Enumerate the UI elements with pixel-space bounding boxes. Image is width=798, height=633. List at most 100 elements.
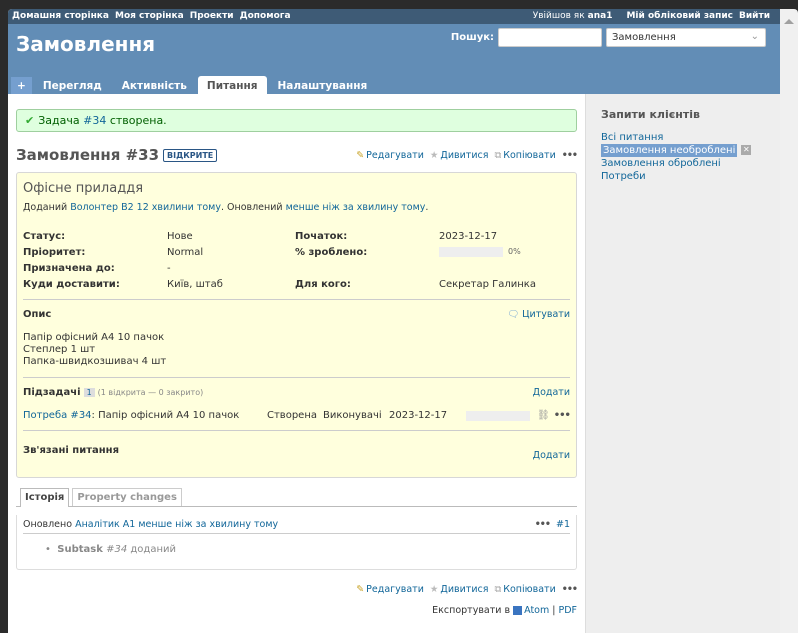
- description-label: Опис: [23, 309, 52, 320]
- status-value: Нове: [167, 231, 193, 242]
- flash-issue-link[interactable]: #34: [83, 114, 107, 127]
- issue-subject: Офісне приладдя: [23, 181, 144, 196]
- journal-detail: • Subtask #34 доданий: [45, 544, 176, 555]
- unlink-icon[interactable]: ⛓: [537, 410, 550, 421]
- copy-icon: ⧉: [494, 584, 502, 595]
- updated-ago-link[interactable]: менше ніж за хвилину тому: [285, 202, 426, 213]
- chevron-down-icon: ⌄: [750, 31, 759, 42]
- progress-percent: 0%: [508, 247, 521, 256]
- user-link[interactable]: ana1: [587, 11, 613, 21]
- edit-button-bottom[interactable]: ✎ Редагувати: [356, 584, 424, 595]
- more-menu-button-bottom[interactable]: •••: [561, 584, 578, 595]
- scrollbar[interactable]: [780, 9, 798, 633]
- flash-text: Задача: [38, 114, 80, 127]
- pencil-icon: ✎: [356, 584, 365, 595]
- add-relation-link[interactable]: Додати: [532, 450, 570, 461]
- project-jump-select[interactable]: Замовлення ⌄: [606, 28, 766, 47]
- subtask-date: 2023-12-17: [389, 410, 448, 421]
- tab-activity[interactable]: Активність: [121, 80, 187, 92]
- my-account-link[interactable]: Мій обліковий запис: [626, 11, 733, 21]
- history-tabs: Історія Property changes: [16, 488, 577, 507]
- assignee-value: -: [167, 263, 171, 274]
- quote-button[interactable]: 🗨 Цитувати: [507, 309, 570, 320]
- export-atom-link[interactable]: Atom: [524, 605, 550, 616]
- help-link[interactable]: Допомога: [239, 11, 291, 21]
- description-text: Папір офісний А4 10 пачок Степлер 1 шт П…: [23, 332, 570, 368]
- tab-settings[interactable]: Налаштування: [277, 80, 368, 92]
- scroll-up-icon[interactable]: [784, 19, 794, 24]
- star-icon: ★: [429, 584, 439, 595]
- progress-bar: [439, 247, 503, 257]
- copy-button[interactable]: ⧉ Копіювати: [494, 150, 555, 161]
- issue-attributes: Статус: Нове Початок: 2023-12-17 Пріоритет:…: [23, 231, 570, 290]
- export-links: Експортувати в Atom | PDF: [432, 605, 577, 616]
- projects-link[interactable]: Проекти: [189, 11, 234, 21]
- sidebar-item-needs[interactable]: Потреби: [601, 171, 646, 182]
- subtask-progress-bar: [466, 410, 530, 421]
- sidebar-item-processed[interactable]: Замовлення оброблені: [601, 158, 721, 169]
- logout-link[interactable]: Вийти: [739, 11, 770, 21]
- created-ago-link[interactable]: 12 хвилини тому: [136, 202, 221, 213]
- comment-icon: 🗨: [507, 309, 520, 320]
- project-jump-value: Замовлення: [612, 32, 676, 43]
- my-page-link[interactable]: Моя сторінка: [114, 11, 184, 21]
- subtask-status: Створена: [267, 410, 317, 421]
- copy-button-bottom[interactable]: ⧉ Копіювати: [494, 584, 555, 595]
- updated-label: . Оновлений: [220, 202, 283, 213]
- copy-icon: ⧉: [494, 149, 502, 161]
- export-label: Експортувати в: [432, 605, 511, 616]
- tab-property-changes[interactable]: Property changes: [72, 488, 182, 506]
- copy-label: Копіювати: [503, 584, 556, 595]
- added-label: Доданий: [23, 202, 68, 213]
- issue-author-line: Доданий Волонтер В2 12 хвилини тому. Оно…: [23, 202, 570, 213]
- watch-button-bottom[interactable]: ★ Дивитися: [430, 584, 489, 595]
- issue-details: Офісне приладдя Доданий Волонтер В2 12 х…: [16, 172, 577, 478]
- quote-label: Цитувати: [522, 309, 570, 320]
- detail-link[interactable]: #34: [106, 544, 128, 555]
- copy-label: Копіювати: [503, 149, 556, 161]
- subtasks-count: 1: [83, 388, 95, 397]
- description-line: Степлер 1 шт: [23, 344, 96, 355]
- subtask-row: Потреба #34: Папір офісний А4 10 пачок С…: [23, 410, 571, 421]
- author-link[interactable]: Волонтер В2: [70, 202, 134, 213]
- main-menu: + Перегляд Активність Питання Налаштуван…: [11, 76, 378, 94]
- subtasks-label: Підзадачі: [23, 387, 81, 398]
- watch-label: Дивитися: [440, 149, 489, 161]
- subtask-link[interactable]: Потреба #34: [23, 410, 92, 421]
- sidebar-title: Запити клієнтів: [601, 108, 700, 121]
- top-menu: Домашня сторінка Моя сторінка Проекти Допом…: [8, 9, 780, 24]
- journal-updated-label: Оновлено: [23, 519, 73, 530]
- logged-as-label: Увійшов як: [532, 11, 585, 21]
- project-title: Замовлення: [16, 32, 156, 56]
- sidebar-item-all-issues[interactable]: Всі питання: [601, 132, 664, 143]
- main-content: ✔ Задача #34 створена. Замовлення #33 ВІДК…: [8, 94, 585, 616]
- subtasks-summary: (1 відкрита — 0 закрито): [97, 388, 204, 397]
- new-object-button[interactable]: +: [11, 77, 32, 94]
- journal-time-link[interactable]: менше ніж за хвилину тому: [138, 519, 279, 530]
- export-pdf-link[interactable]: PDF: [558, 605, 577, 616]
- quick-search: Пошук: Замовлення ⌄: [451, 28, 766, 47]
- close-icon[interactable]: ✕: [741, 145, 752, 155]
- subtask-subject: : Папір офісний А4 10 пачок: [91, 410, 240, 421]
- star-icon: ★: [429, 149, 439, 161]
- done-ratio-label: % зроблено:: [295, 247, 368, 258]
- subtask-more-button[interactable]: •••: [553, 410, 571, 421]
- tab-history[interactable]: Історія: [20, 488, 70, 507]
- sidebar-item-unprocessed[interactable]: Замовлення необроблені: [601, 144, 738, 157]
- tab-overview[interactable]: Перегляд: [42, 80, 102, 92]
- issue-title: Замовлення #33: [16, 146, 160, 164]
- journal-number-link[interactable]: #1: [555, 519, 570, 530]
- start-date-label: Початок:: [295, 231, 348, 242]
- journal-user-link[interactable]: Аналітик А1: [75, 519, 136, 530]
- watch-button[interactable]: ★ Дивитися: [430, 150, 489, 161]
- edit-button[interactable]: ✎ Редагувати: [356, 150, 424, 161]
- more-menu-button[interactable]: •••: [561, 149, 578, 161]
- add-subtask-link[interactable]: Додати: [532, 387, 570, 398]
- search-input[interactable]: [498, 28, 602, 47]
- priority-value: Normal: [167, 247, 204, 258]
- home-link[interactable]: Домашня сторінка: [12, 11, 109, 21]
- flash-suffix: створена.: [109, 114, 167, 127]
- sidebar: Запити клієнтів Всі питання Замовлення н…: [585, 94, 780, 633]
- journal-more-button[interactable]: •••: [534, 519, 551, 530]
- tab-issues[interactable]: Питання: [197, 76, 267, 94]
